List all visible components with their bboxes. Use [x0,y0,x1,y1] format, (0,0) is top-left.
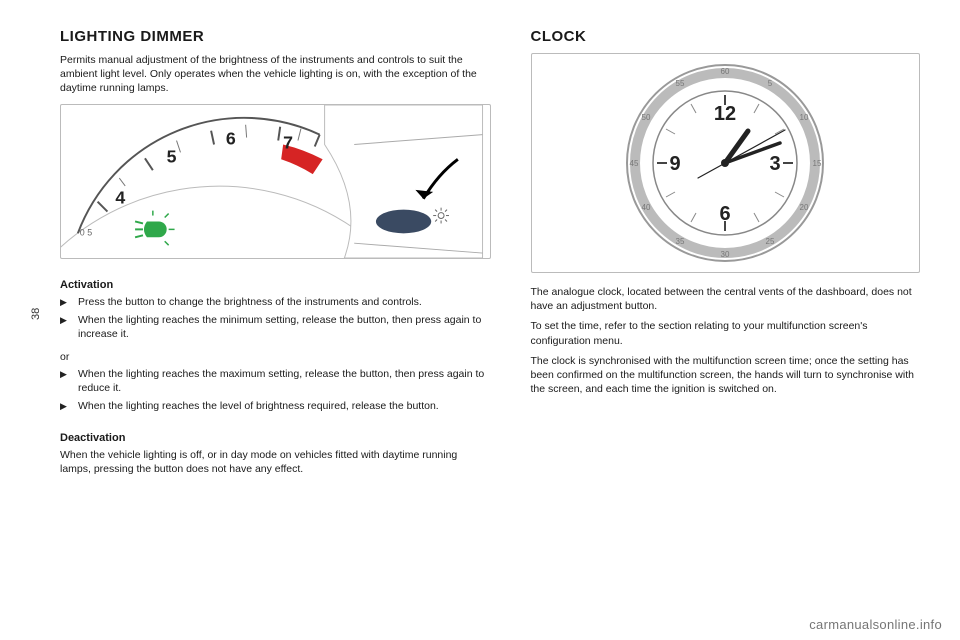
svg-text:35: 35 [676,237,685,246]
list-item: When the lighting reaches the level of b… [60,399,491,413]
svg-text:12: 12 [714,103,736,125]
dimmer-illustration: 4 5 6 7 0 5 [60,104,491,259]
lighting-dimmer-intro: Permits manual adjustment of the brightn… [60,53,491,96]
list-item: When the lighting reaches the maximum se… [60,367,491,395]
tacho-num-5: 5 [167,146,177,166]
svg-text:55: 55 [676,79,685,88]
clock-illustration: 60 5 10 15 20 25 30 35 40 45 50 55 [531,53,921,273]
clock-body-2: To set the time, refer to the section re… [531,319,921,347]
svg-text:5: 5 [768,79,773,88]
analog-clock-icon: 60 5 10 15 20 25 30 35 40 45 50 55 [620,58,830,268]
clock-title: CLOCK [531,28,921,45]
svg-text:6: 6 [720,203,731,225]
or-label: or [60,351,491,363]
svg-text:45: 45 [630,159,639,168]
list-item: Press the button to change the brightnes… [60,295,491,309]
tacho-small: 0 5 [80,227,92,237]
activation-heading: Activation [60,279,491,291]
activation-list-b: When the lighting reaches the maximum se… [60,367,491,418]
dimmer-button-icon [376,209,431,233]
deactivation-body: When the vehicle lighting is off, or in … [60,448,491,476]
svg-text:10: 10 [800,113,809,122]
svg-text:50: 50 [642,113,651,122]
svg-text:20: 20 [800,203,809,212]
lighting-dimmer-title: LIGHTING DIMMER [60,28,491,45]
svg-text:9: 9 [670,153,681,175]
tacho-num-6: 6 [226,128,236,148]
headlamp-icon [135,210,174,245]
deactivation-heading: Deactivation [60,432,491,444]
tacho-num-4: 4 [115,187,125,207]
activation-list-a: Press the button to change the brightnes… [60,295,491,346]
svg-text:3: 3 [770,153,781,175]
watermark: carmanualsonline.info [809,617,942,632]
svg-text:60: 60 [721,67,730,76]
right-column: CLOCK 60 5 10 15 20 25 30 35 40 45 [531,28,921,626]
page-number: 38 [30,308,42,320]
svg-text:25: 25 [766,237,775,246]
manual-page: LIGHTING DIMMER Permits manual adjustmen… [0,0,960,640]
svg-text:15: 15 [813,159,822,168]
list-item: When the lighting reaches the minimum se… [60,313,491,341]
tacho-num-7: 7 [283,132,293,152]
clock-body-1: The analogue clock, located between the … [531,285,921,313]
svg-text:40: 40 [642,203,651,212]
clock-body-3: The clock is synchronised with the multi… [531,354,921,397]
left-column: LIGHTING DIMMER Permits manual adjustmen… [60,28,491,626]
tachometer-diagram: 4 5 6 7 0 5 [61,105,490,258]
svg-text:30: 30 [721,250,730,259]
